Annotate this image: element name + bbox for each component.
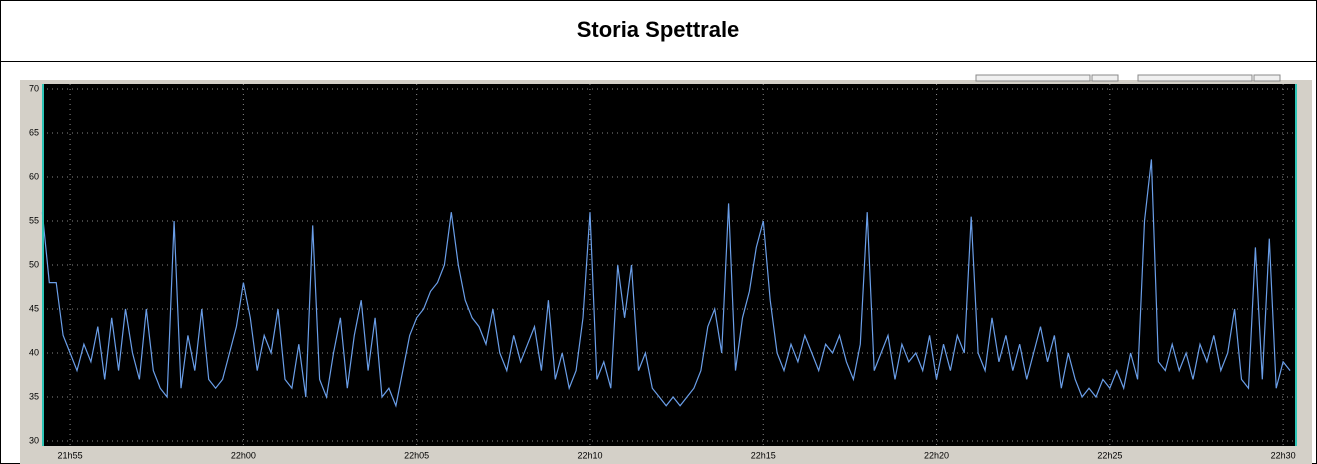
control[interactable] xyxy=(1091,74,1119,82)
y-tick-label: 50 xyxy=(29,259,39,269)
control[interactable] xyxy=(1137,74,1253,82)
x-tick-label: 22h10 xyxy=(577,450,602,460)
x-tick-label: 22h30 xyxy=(1271,450,1296,460)
x-tick-label: 21h55 xyxy=(58,450,83,460)
x-tick-label: 22h00 xyxy=(231,450,256,460)
x-tick-label: 22h05 xyxy=(404,450,429,460)
x-tick-label: 22h20 xyxy=(924,450,949,460)
y-tick-label: 65 xyxy=(29,127,39,137)
y-tick-label: 55 xyxy=(29,215,39,225)
y-tick-label: 35 xyxy=(29,391,39,401)
x-tick-label: 22h25 xyxy=(1097,450,1122,460)
y-tick-label: 45 xyxy=(29,303,39,313)
control[interactable] xyxy=(1253,74,1281,82)
chart-title: Storia Spettrale xyxy=(577,17,740,42)
y-tick-label: 60 xyxy=(29,171,39,181)
y-tick-label: 40 xyxy=(29,347,39,357)
y-tick-label: 30 xyxy=(29,435,39,445)
y-tick-label: 70 xyxy=(29,83,39,93)
control[interactable] xyxy=(975,74,1091,82)
data-line xyxy=(41,159,1291,408)
x-tick-label: 22h15 xyxy=(751,450,776,460)
plot-area xyxy=(42,84,1297,446)
